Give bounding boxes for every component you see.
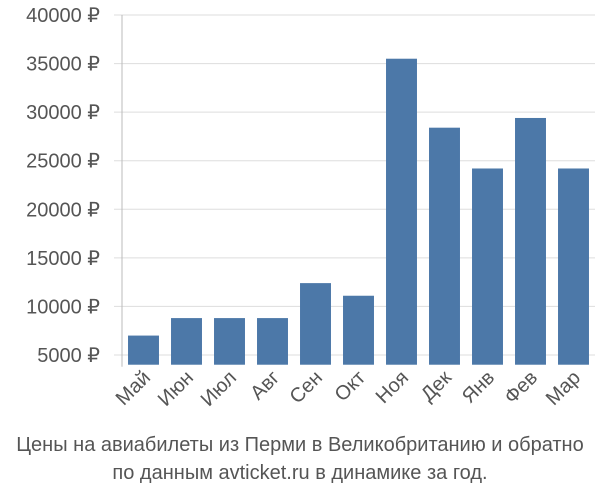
x-tick-label: Дек	[417, 367, 456, 406]
bar	[257, 318, 288, 365]
y-tick-label: 35000 ₽	[26, 54, 100, 76]
x-tick-label: Янв	[458, 367, 499, 408]
gridlines	[114, 14, 595, 356]
x-tick-label: Июл	[197, 367, 241, 411]
bar	[515, 117, 546, 365]
x-tick-label: Май	[112, 367, 155, 410]
x-tick-label: Мар	[542, 367, 585, 410]
x-tick-label: Сен	[286, 367, 327, 408]
y-tick-label: 40000 ₽	[26, 5, 100, 27]
bar	[171, 318, 202, 365]
chart-caption-line-2: по данным avticket.ru в динамике за год.	[112, 462, 488, 484]
x-tick-label: Окт	[331, 367, 370, 406]
y-tick-label: 20000 ₽	[26, 199, 100, 221]
y-tick-label: 25000 ₽	[26, 151, 100, 173]
bar	[300, 283, 331, 365]
x-tick-label: Фев	[500, 367, 542, 409]
bar	[386, 58, 417, 365]
y-tick-label: 5000 ₽	[37, 345, 100, 367]
y-tick-label: 30000 ₽	[26, 102, 100, 124]
bar	[472, 168, 503, 365]
y-tick-label: 15000 ₽	[26, 248, 100, 270]
chart-caption-line-1: Цены на авиабилеты из Перми в Великобрит…	[16, 434, 584, 456]
y-tick-label: 10000 ₽	[26, 296, 100, 318]
y-axis: 5000 ₽ 10000 ₽ 15000 ₽ 20000 ₽ 25000 ₽ 30000 …	[26, 5, 123, 367]
bar	[343, 295, 374, 365]
bar	[128, 335, 159, 365]
x-tick-label: Авг	[246, 367, 284, 405]
bar	[558, 168, 589, 365]
bar-chart: 5000 ₽ 10000 ₽ 15000 ₽ 20000 ₽ 25000 ₽ 30000 …	[26, 5, 595, 411]
bar	[214, 318, 245, 365]
x-tick-label: Июн	[154, 367, 198, 411]
bar	[429, 127, 460, 365]
x-tick-label: Ноя	[372, 367, 413, 408]
bars	[128, 58, 589, 365]
